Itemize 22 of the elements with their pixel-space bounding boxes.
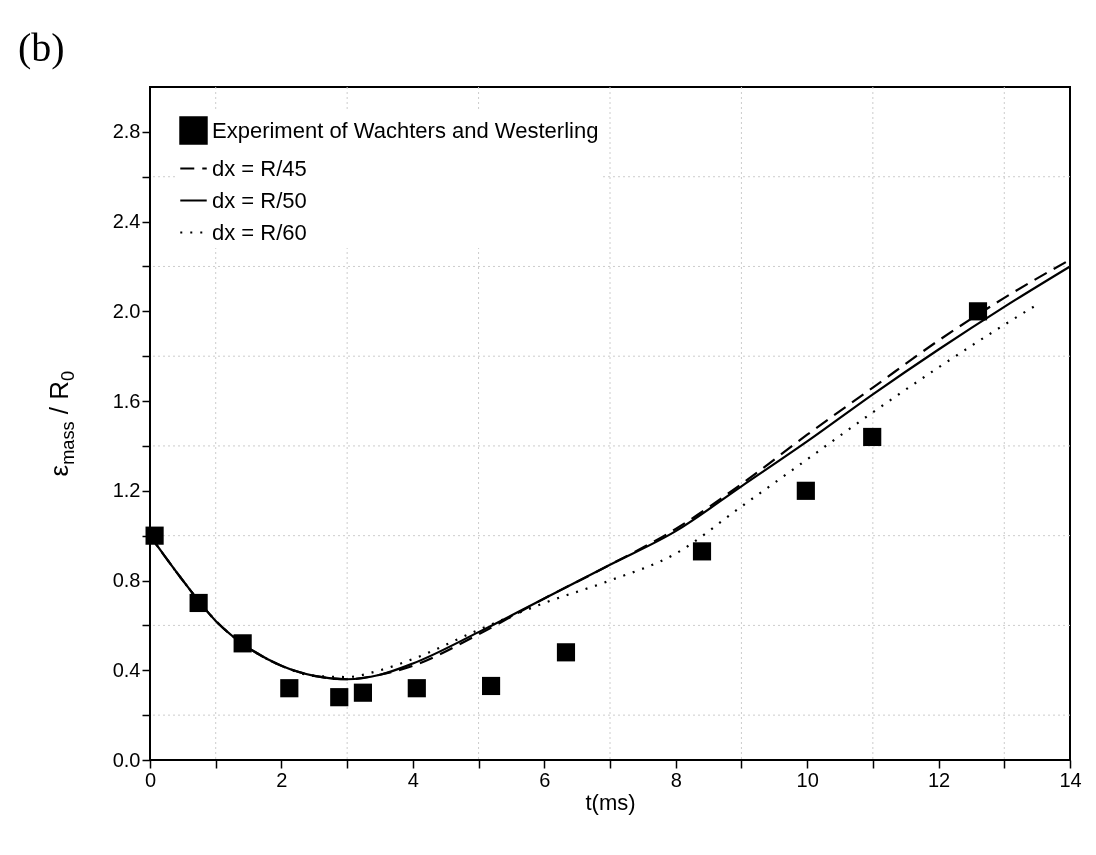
x-axis-title: t(ms) bbox=[585, 789, 636, 815]
x-tick-label: 8 bbox=[670, 768, 682, 791]
y-tick-label: 1.2 bbox=[112, 479, 141, 502]
x-tick-label: 12 bbox=[927, 768, 951, 791]
y-tick-label: 1.6 bbox=[112, 389, 141, 412]
chart-title: (b) bbox=[18, 24, 65, 70]
x-tick-label: 10 bbox=[796, 768, 819, 791]
y-tick-label: 2.0 bbox=[112, 299, 141, 322]
legend-label: dx = R/45 bbox=[212, 155, 307, 181]
y-tick-label: 0.4 bbox=[112, 658, 141, 681]
y-tick-label: 2.8 bbox=[112, 120, 141, 143]
x-tick-label: 14 bbox=[1059, 768, 1082, 791]
x-tick-label: 6 bbox=[539, 768, 551, 791]
x-tick-label: 4 bbox=[407, 768, 419, 791]
x-tick-label: 0 bbox=[144, 768, 157, 791]
x-tick-label: 2 bbox=[276, 768, 288, 791]
legend-label: dx = R/50 bbox=[212, 187, 307, 213]
legend-label: Experiment of Wachters and Westerling bbox=[212, 117, 599, 143]
y-tick-label: 0.8 bbox=[112, 569, 141, 592]
legend-label: dx = R/60 bbox=[212, 219, 307, 245]
y-tick-label: 2.4 bbox=[112, 210, 141, 233]
y-tick-label: 0.0 bbox=[112, 748, 141, 771]
